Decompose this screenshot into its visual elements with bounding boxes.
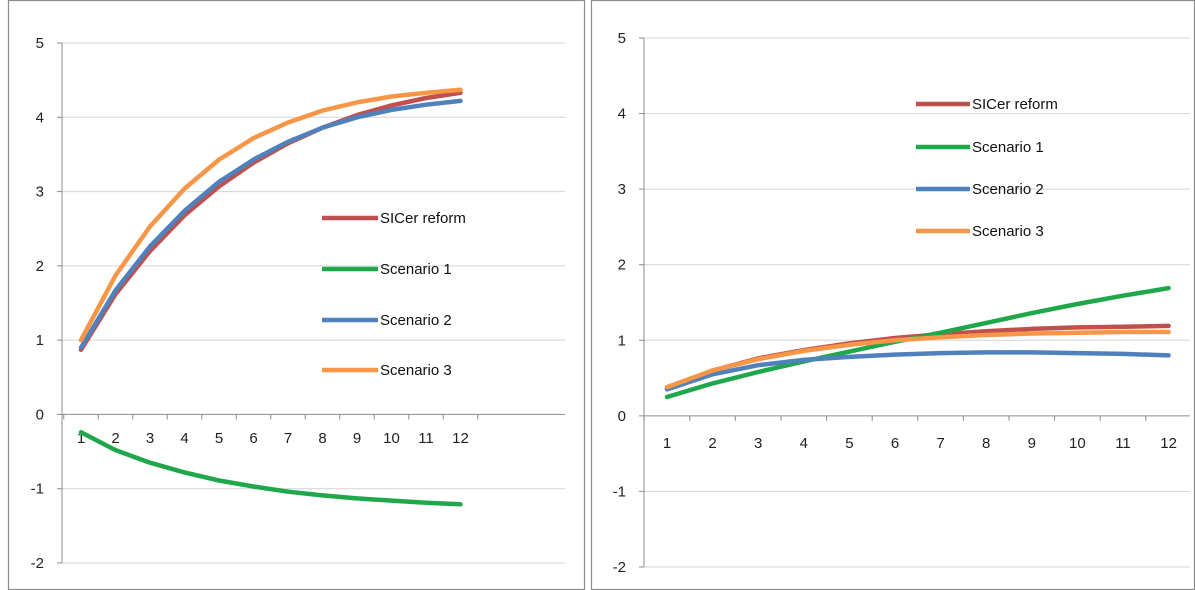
legend-label: SICer reform	[380, 210, 466, 227]
y-tick-label: 3	[36, 184, 44, 201]
x-tick-label: 6	[891, 435, 899, 452]
x-tick-label: 6	[249, 430, 257, 447]
y-tick-label: 5	[618, 30, 626, 47]
x-tick-label: 1	[77, 430, 85, 447]
x-tick-label: 9	[353, 430, 361, 447]
y-tick-label: -2	[613, 559, 626, 576]
legend-label: Scenario 1	[380, 261, 452, 278]
x-tick-label: 10	[383, 430, 400, 447]
legend-label: SICer reform	[972, 96, 1058, 113]
x-tick-label: 3	[754, 435, 762, 452]
y-tick-label: -2	[31, 555, 44, 572]
legend-label: Scenario 3	[380, 362, 452, 379]
legend-label: Scenario 1	[972, 139, 1044, 156]
x-tick-label: 2	[708, 435, 716, 452]
series-line-scenario-2	[78, 98, 463, 350]
x-tick-label: 1	[663, 435, 671, 452]
series-line-scenario-2	[664, 350, 1171, 392]
chart-frame	[590, 0, 1195, 590]
x-tick-label: 11	[418, 430, 434, 447]
y-tick-label: 2	[618, 257, 626, 274]
x-tick-label: 9	[1028, 435, 1036, 452]
chart-frame	[7, 0, 586, 590]
x-tick-label: 7	[936, 435, 944, 452]
series-line-scenario-1	[78, 430, 463, 507]
x-tick-label: 5	[845, 435, 853, 452]
x-tick-label: 5	[215, 430, 223, 447]
x-tick-label: 4	[800, 435, 808, 452]
y-tick-label: 4	[36, 109, 44, 126]
legend-label: Scenario 2	[380, 312, 452, 329]
y-tick-label: 4	[618, 106, 626, 123]
y-tick-label: -1	[613, 483, 626, 500]
legend-label: Scenario 3	[972, 223, 1044, 240]
y-tick-label: -1	[31, 481, 44, 498]
x-tick-label: 12	[1160, 435, 1177, 452]
x-tick-label: 7	[284, 430, 292, 447]
series-line-scenario-3	[78, 87, 463, 343]
y-tick-label: 1	[36, 332, 44, 349]
x-tick-label: 10	[1069, 435, 1086, 452]
y-tick-label: 0	[618, 408, 626, 425]
y-tick-label: 2	[36, 258, 44, 275]
x-tick-label: 8	[318, 430, 326, 447]
x-tick-label: 12	[452, 430, 469, 447]
series-line-scenario-3	[664, 329, 1171, 390]
x-tick-label: 2	[111, 430, 119, 447]
x-tick-label: 11	[1115, 435, 1131, 452]
x-tick-label: 3	[146, 430, 154, 447]
legend-label: Scenario 2	[972, 181, 1044, 198]
y-tick-label: 0	[36, 406, 44, 423]
y-tick-label: 1	[618, 332, 626, 349]
y-tick-label: 5	[36, 35, 44, 52]
y-tick-label: 3	[618, 181, 626, 198]
x-tick-label: 8	[982, 435, 990, 452]
x-tick-label: 4	[180, 430, 188, 447]
